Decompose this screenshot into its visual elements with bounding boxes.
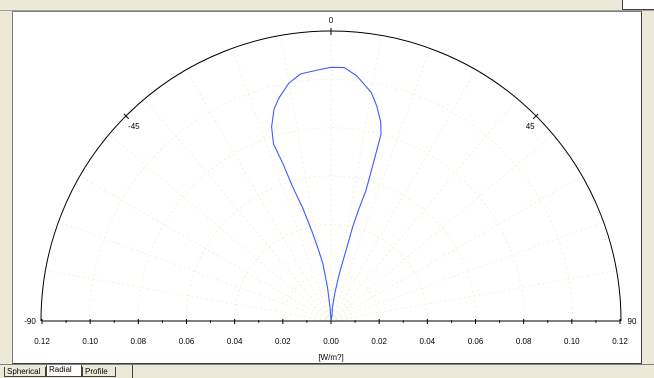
- radial-tick-label: 0.00: [323, 337, 339, 346]
- grid-spoke: [108, 134, 332, 322]
- grid-spoke: [330, 98, 518, 322]
- angular-tick-mark: [532, 113, 539, 120]
- radial-tick-label: 0.06: [468, 337, 484, 346]
- grid-spoke: [185, 69, 332, 322]
- angular-tick-label: 0: [329, 16, 334, 25]
- radial-tick-label: 0.10: [82, 337, 98, 346]
- grid-spoke: [58, 221, 332, 322]
- radial-tick-label: 0.02: [371, 337, 387, 346]
- polar-plot-frame: [12, 11, 642, 364]
- angular-tick-mark: [123, 113, 130, 120]
- grid-spoke: [330, 134, 554, 322]
- radial-tick-label: 0.04: [420, 337, 436, 346]
- right-border-strip: [643, 11, 654, 364]
- angular-tick-label: -45: [128, 122, 140, 131]
- grid-spoke: [144, 98, 332, 322]
- radial-tick-label: 0.12: [612, 337, 628, 346]
- angular-tick-label: 90: [628, 317, 637, 326]
- grid-spoke: [330, 221, 604, 322]
- grid-spoke: [330, 69, 477, 322]
- series-line: [271, 66, 382, 322]
- label-layer: -90 -45 0 45 90 0.12 0.10 0.08 0.06 0.04 0.02 0.00 0…: [24, 16, 637, 362]
- radial-tick-label: 0.08: [131, 337, 147, 346]
- grid-spoke: [280, 35, 332, 322]
- grid-spoke: [45, 270, 332, 322]
- radial-tick-label: 0.06: [179, 337, 195, 346]
- radial-tick-label: 0.02: [275, 337, 291, 346]
- angular-tick-label: -90: [24, 317, 36, 326]
- grid-spoke: [330, 175, 583, 322]
- left-border-strip: [0, 11, 12, 364]
- angular-tick-label: 45: [526, 122, 535, 131]
- radial-axis-label: [W/m?]: [318, 353, 343, 362]
- grid-spoke: [79, 175, 332, 322]
- tab-bar-divider: [132, 365, 133, 378]
- radial-tick-label: 0.04: [227, 337, 243, 346]
- radial-tick-label: 0.12: [34, 337, 50, 346]
- grid-spoke: [231, 48, 332, 322]
- grid-ring: [282, 272, 380, 322]
- tab-profile[interactable]: Profile: [82, 367, 116, 377]
- grid-ring: [185, 175, 477, 322]
- grid-layer: [45, 31, 617, 322]
- tab-spherical[interactable]: Spherical: [4, 367, 46, 377]
- grid-ring: [88, 79, 574, 322]
- top-right-panel-edge: [622, 0, 654, 10]
- grid-spoke: [330, 48, 431, 322]
- grid-spoke: [330, 35, 382, 322]
- sheet-tab-bar: Spherical Radial Profile: [0, 364, 654, 378]
- radial-tick-label: 0.08: [516, 337, 532, 346]
- tab-radial[interactable]: Radial: [46, 365, 82, 377]
- radial-tick-label: 0.10: [564, 337, 580, 346]
- grid-spoke: [330, 270, 617, 322]
- series-layer: [271, 66, 382, 322]
- window-top-bar: [0, 0, 654, 11]
